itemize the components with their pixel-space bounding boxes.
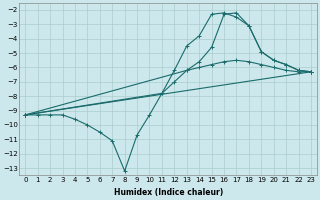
X-axis label: Humidex (Indice chaleur): Humidex (Indice chaleur) (114, 188, 223, 197)
